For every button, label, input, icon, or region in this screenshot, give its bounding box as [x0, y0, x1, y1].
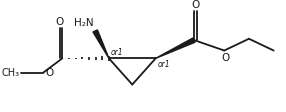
Text: O: O: [55, 17, 64, 27]
Text: O: O: [221, 53, 230, 63]
Text: H₂N: H₂N: [74, 18, 94, 28]
Text: O: O: [46, 68, 54, 78]
Text: CH₃: CH₃: [2, 68, 20, 78]
Polygon shape: [156, 38, 195, 58]
Polygon shape: [93, 30, 109, 58]
Text: O: O: [191, 0, 199, 10]
Text: or1: or1: [111, 48, 124, 57]
Text: or1: or1: [158, 60, 170, 69]
